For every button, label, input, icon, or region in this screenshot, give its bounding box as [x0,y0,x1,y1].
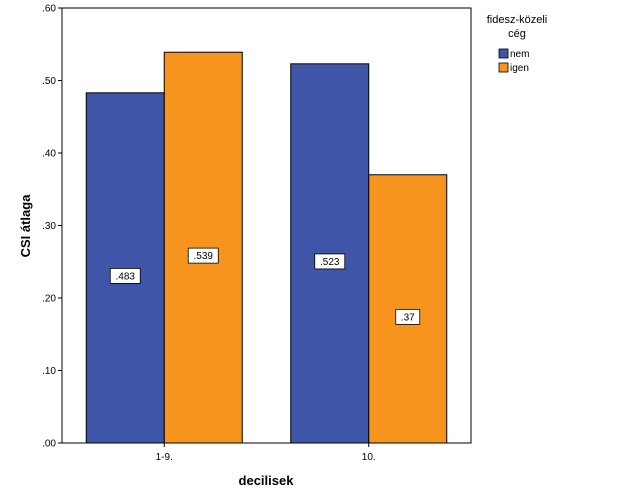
legend-swatch-igen [498,62,509,73]
data-label-box [395,308,421,325]
data-label-box [109,268,141,284]
y-tick-label: .00 [42,439,56,450]
x-tick-label: 10. [362,452,376,463]
x-axis-title: decilisek [239,473,295,488]
y-tick-label: .40 [42,149,56,160]
legend-label-nem: nem [510,49,529,60]
y-tick-label: .50 [42,76,56,87]
data-label: .523 [320,257,340,268]
bar-nem-1 [85,92,165,444]
data-label: .483 [116,271,136,282]
data-label-box [314,253,346,270]
bar-igen-1 [163,51,243,444]
legend-title-line1: fidesz-közeli [487,14,548,26]
bars-group: .483 .539 .523 .37 [85,51,448,444]
x-tick-label: 1-9. [156,452,173,463]
y-tick-label: .10 [42,366,56,377]
data-label: .539 [194,251,214,262]
legend: fidesz-közeli cég nem igen [487,14,548,74]
bar-igen-2 [368,174,448,444]
bar-nem-2 [290,63,370,444]
y-axis-ticks: .00 .10 .20 .30 .40 .50 .60 [42,4,62,450]
data-label-box [187,247,219,264]
y-axis-title: CSI átlaga [18,194,33,258]
y-tick-label: .20 [42,294,56,305]
y-tick-label: .60 [42,4,56,15]
legend-title-line2: cég [508,28,526,40]
data-label: .37 [401,312,415,323]
x-axis-ticks: 1-9. 10. [156,443,376,463]
legend-label-igen: igen [510,63,529,74]
y-tick-label: .30 [42,221,56,232]
legend-swatch-nem [498,48,509,59]
